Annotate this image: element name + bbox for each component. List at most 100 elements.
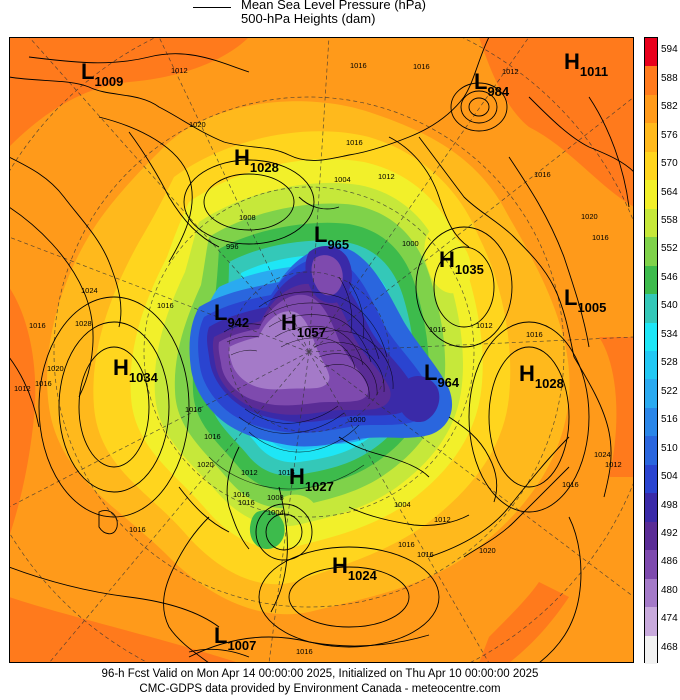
colorbar-label: 516 xyxy=(661,414,678,426)
isobar-label: 1012 xyxy=(434,515,451,524)
isobar-label: 1020 xyxy=(197,460,214,469)
band-588-nw xyxy=(9,37,249,147)
colorbar-segment xyxy=(645,464,657,494)
title-pressure: Mean Sea Level Pressure (hPa) xyxy=(241,0,426,12)
isobar-label: 1012 xyxy=(171,66,188,75)
colorbar xyxy=(644,37,658,664)
title-heights: 500-hPa Heights (dam) xyxy=(241,11,376,26)
isobar-label: 1012 xyxy=(14,384,31,393)
colorbar-segment xyxy=(645,265,657,295)
colorbar-label: 552 xyxy=(661,243,678,255)
isobar-label: 1008 xyxy=(267,493,284,502)
colorbar-label: 498 xyxy=(661,499,678,511)
isobar-label: 1000 xyxy=(402,239,419,248)
high-pressure-center: H1028 xyxy=(234,145,279,175)
isobar-label: 1020 xyxy=(581,212,598,221)
isobar-label: 1012 xyxy=(502,67,519,76)
colorbar-label: 582 xyxy=(661,101,678,113)
low-pressure-center: L964 xyxy=(424,360,460,390)
colorbar-label: 510 xyxy=(661,442,678,454)
isobar-label: 1016 xyxy=(129,525,146,534)
high-pressure-center: H1034 xyxy=(113,355,159,385)
colorbar-label: 504 xyxy=(661,471,678,483)
colorbar-segment xyxy=(645,379,657,408)
low-pressure-center: L965 xyxy=(314,222,349,252)
band-588-ne xyxy=(479,37,634,207)
colorbar-label: 492 xyxy=(661,527,678,539)
isobar-label: 1016 xyxy=(592,233,609,242)
colorbar-label: 486 xyxy=(661,556,678,568)
colorbar-segment xyxy=(645,66,657,95)
colorbar-label: 588 xyxy=(661,72,678,84)
band-480 xyxy=(228,311,330,390)
colorbar-segment xyxy=(645,436,657,465)
colorbar-segment xyxy=(645,493,657,522)
isobar-label: 1004 xyxy=(334,175,351,184)
colorbar-segment xyxy=(645,607,657,636)
footer-valid-time: 96-h Fcst Valid on Mon Apr 14 00:00:00 2… xyxy=(101,668,539,680)
band-588-sw xyxy=(9,597,239,663)
colorbar-segment xyxy=(645,38,657,67)
isobar-label: 1016 xyxy=(296,647,313,656)
colorbar-label: 474 xyxy=(661,613,678,625)
isobar-label: 1028 xyxy=(75,319,92,328)
low-pressure-center: L1005 xyxy=(564,285,606,315)
isobar-label: 1016 xyxy=(526,330,543,339)
isobar-label: 1008 xyxy=(239,213,256,222)
isobar-label: 1024 xyxy=(81,286,98,295)
colorbar-label: 480 xyxy=(661,584,678,596)
coastlines xyxy=(9,37,634,663)
colorbar-segment xyxy=(645,237,657,266)
band-588-e xyxy=(599,337,634,477)
band-low-965-core xyxy=(311,255,343,296)
isobar-label: 1012 xyxy=(241,468,258,477)
colorbar-label: 522 xyxy=(661,385,678,397)
isobar-label: 1016 xyxy=(346,138,363,147)
colorbar-label: 594 xyxy=(661,44,678,56)
colorbar-segment xyxy=(645,350,657,380)
isobar-label: 1000 xyxy=(349,415,366,424)
colorbar-segment xyxy=(645,294,657,323)
band-588-w xyxy=(9,287,36,537)
isobars xyxy=(9,53,630,663)
isobar-label: 1016 xyxy=(238,498,255,507)
high-pressure-center: H1057 xyxy=(281,310,326,340)
colorbar-segment xyxy=(645,550,657,579)
isobar-label: 1012 xyxy=(378,172,395,181)
isobar-label: 1004 xyxy=(394,500,411,509)
colorbar-label: 546 xyxy=(661,271,678,283)
isobar-label: 1016 xyxy=(350,61,367,70)
colorbar-segment xyxy=(645,322,657,351)
high-pressure-center: H1027 xyxy=(289,464,334,494)
low-pressure-center: L942 xyxy=(214,300,249,330)
isobar-labels: 1012 1016 1016 1012 1016 1020 1016 1012 1004 1000… xyxy=(14,61,622,656)
isobar-label: 1016 xyxy=(29,321,46,330)
legend-isobar-line xyxy=(193,7,231,8)
colorbar-label: 558 xyxy=(661,214,678,226)
isobar-label: 1016 xyxy=(185,405,202,414)
colorbar-label: 564 xyxy=(661,186,678,198)
colorbar-segment xyxy=(645,208,657,238)
isobar-label: 996 xyxy=(226,242,239,251)
band-yellow-tongue xyxy=(424,230,472,294)
low-pressure-center: L1009 xyxy=(81,59,123,89)
colorbar-segment xyxy=(645,635,657,664)
low-pressure-center: L984 xyxy=(474,69,510,99)
colorbar-segment xyxy=(645,578,657,608)
high-pressure-center: H1024 xyxy=(332,553,378,583)
colorbar-segment xyxy=(645,180,657,209)
isobar-label: 1016 xyxy=(398,540,415,549)
isobar-label: 1016 xyxy=(429,325,446,334)
isobar-label: 1016 xyxy=(157,301,174,310)
low-pressure-center: L1007 xyxy=(214,623,256,653)
high-pressure-center: H1011 xyxy=(564,49,608,79)
colorbar-segment xyxy=(645,407,657,437)
isobar-label: 1020 xyxy=(479,546,496,555)
isobar-label: 1016 xyxy=(204,432,221,441)
forecast-map: 1012 1016 1016 1012 1016 1020 1016 1012 1004 1000… xyxy=(9,37,634,663)
band-588-s xyxy=(479,582,569,663)
band-low-964 xyxy=(398,375,440,423)
graticule xyxy=(9,37,634,663)
isobar-label: 1012 xyxy=(605,460,622,469)
isobar-label: 1024 xyxy=(594,450,611,459)
